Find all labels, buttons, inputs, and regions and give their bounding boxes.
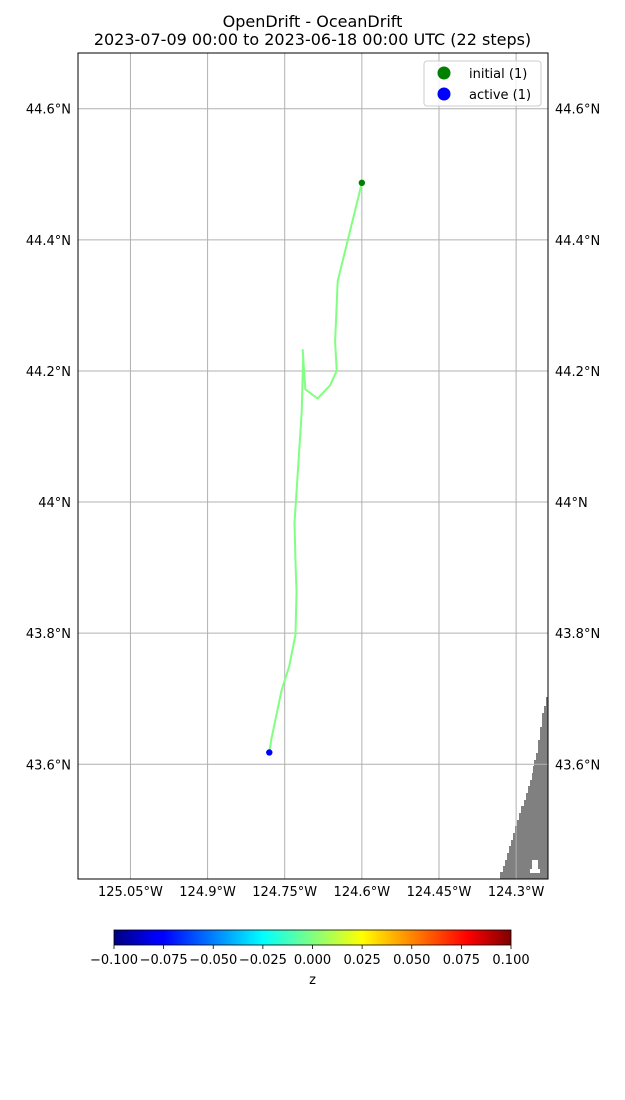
map-background: [78, 53, 548, 879]
colorbar-label: z: [309, 973, 316, 988]
coastline-land: [500, 697, 548, 879]
colorbar-tick-label: 0.000: [294, 953, 331, 968]
map-plot-area: [77, 52, 549, 880]
active-position-point: [266, 749, 273, 756]
drift-trajectory-line: [268, 182, 363, 753]
chart-title: OpenDrift - OceanDrift: [223, 12, 403, 31]
y-tick-label-right: 44°N: [555, 496, 588, 511]
legend: initial (1) active (1): [423, 60, 542, 107]
colorbar-gradient: [113, 929, 512, 946]
colorbar-tick-label: 0.100: [492, 953, 529, 968]
chart-subtitle: 2023-07-09 00:00 to 2023-06-18 00:00 UTC…: [94, 30, 531, 49]
legend-marker: [437, 66, 451, 80]
x-tick-label: 124.3°W: [488, 885, 545, 900]
legend-label: initial (1): [469, 67, 527, 82]
colorbar-tick-label: −0.100: [90, 953, 138, 968]
initial-position-point: [358, 179, 366, 186]
colorbar-tick-label: 0.050: [393, 953, 430, 968]
colorbar-tick-label: −0.075: [140, 953, 188, 968]
x-tick-label: 124.9°W: [179, 885, 236, 900]
y-tick-label-left: 43.6°N: [26, 758, 71, 773]
colorbar-tick-label: −0.025: [239, 953, 287, 968]
colorbar-tick-label: 0.075: [443, 953, 480, 968]
x-tick-label: 124.45°W: [407, 885, 472, 900]
y-tick-label-left: 43.8°N: [26, 627, 71, 642]
colorbar: −0.100 −0.075 −0.050 −0.025 0.000 0.025 0.050 0…: [90, 929, 530, 988]
x-tick-label: 124.6°W: [334, 885, 391, 900]
legend-marker: [437, 87, 451, 101]
y-tick-label-right: 43.8°N: [555, 627, 600, 642]
x-tick-label: 125.05°W: [98, 885, 163, 900]
legend-box: [423, 60, 542, 107]
y-tick-label-left: 44.4°N: [26, 234, 71, 249]
map-frame: [77, 52, 549, 880]
axis-tick-labels: 125.05°W 124.9°W 124.75°W 124.6°W 124.45°W 12…: [26, 103, 600, 900]
y-tick-label-left: 44.2°N: [26, 365, 71, 380]
legend-label: active (1): [469, 88, 531, 103]
land-gap: [530, 869, 540, 873]
y-tick-label-right: 44.4°N: [555, 234, 600, 249]
land-mask: [500, 697, 548, 879]
land-gap: [532, 860, 538, 869]
gridlines: [78, 53, 548, 879]
y-tick-label-right: 44.2°N: [555, 365, 600, 380]
y-tick-label-left: 44°N: [38, 496, 71, 511]
y-tick-label-left: 44.6°N: [26, 103, 71, 118]
colorbar-tick-label: −0.050: [189, 953, 237, 968]
colorbar-tick-label: 0.025: [344, 953, 381, 968]
y-tick-label-right: 44.6°N: [555, 103, 600, 118]
y-tick-label-right: 43.6°N: [555, 758, 600, 773]
x-tick-label: 124.75°W: [252, 885, 317, 900]
